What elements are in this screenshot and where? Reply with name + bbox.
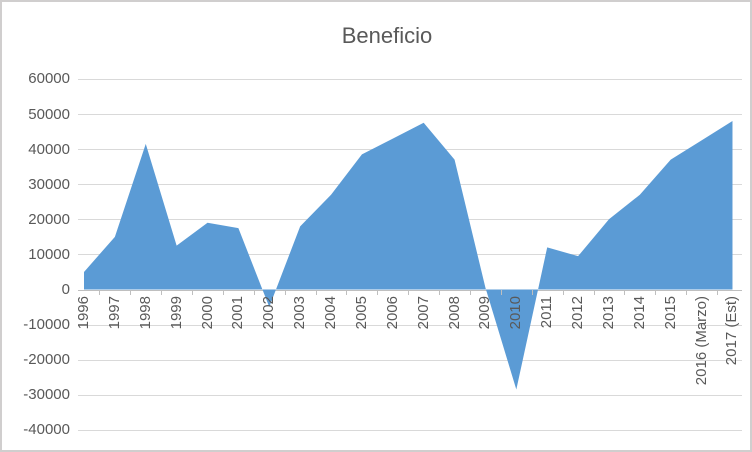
x-axis-label: 2013 xyxy=(599,296,617,330)
x-axis-tick xyxy=(408,290,410,295)
y-gridline xyxy=(78,324,742,326)
y-axis-label: 60000 xyxy=(28,70,70,88)
x-axis-tick xyxy=(562,290,564,295)
x-axis-tick xyxy=(500,290,502,295)
x-axis-tick xyxy=(593,290,595,295)
x-axis-tick xyxy=(531,290,533,295)
x-axis-label: 2007 xyxy=(414,296,432,330)
x-axis-label: 1997 xyxy=(105,296,123,330)
y-axis-label: -40000 xyxy=(23,421,70,439)
x-axis-label: 2001 xyxy=(229,296,247,330)
chart-title: Beneficio xyxy=(341,23,433,48)
x-axis-label: 2017 (Est) xyxy=(723,296,741,366)
x-axis-tick xyxy=(161,290,163,295)
x-axis-label: 1996 xyxy=(75,296,92,330)
x-axis-label: 2016 (Marzo) xyxy=(692,296,710,386)
x-axis-label: 2006 xyxy=(383,296,401,330)
x-axis-tick xyxy=(315,290,317,295)
x-axis-label: 2011 xyxy=(538,296,556,329)
y-gridline xyxy=(78,114,742,115)
y-gridline xyxy=(78,78,742,80)
x-axis-tick xyxy=(346,290,348,295)
x-axis-label: 2008 xyxy=(445,296,463,330)
x-axis-tick xyxy=(253,290,255,295)
x-axis-tick xyxy=(717,290,719,295)
x-axis-label: 2014 xyxy=(630,296,648,330)
y-gridline xyxy=(78,359,742,361)
y-gridline xyxy=(78,394,742,396)
x-axis-line xyxy=(78,289,742,291)
area-series-beneficio xyxy=(84,121,733,390)
x-axis-tick xyxy=(377,290,379,295)
x-axis-label: 1999 xyxy=(167,296,185,330)
x-axis-label: 2015 xyxy=(661,296,679,330)
y-gridline xyxy=(78,429,742,431)
y-axis-label: -30000 xyxy=(23,386,70,404)
x-axis-label: 2003 xyxy=(291,296,309,330)
x-axis-tick xyxy=(470,290,471,295)
y-axis-label: -20000 xyxy=(23,351,70,369)
x-axis-label: 2002 xyxy=(260,296,278,330)
x-axis-label: 2012 xyxy=(569,296,587,330)
x-axis-label: 1998 xyxy=(136,296,154,330)
x-axis-label: 2009 xyxy=(476,296,494,330)
y-axis-label: -10000 xyxy=(23,316,70,334)
x-axis-tick xyxy=(655,290,657,295)
x-axis-tick xyxy=(99,290,101,295)
x-axis-label: 2000 xyxy=(198,296,216,330)
x-axis-label: 2005 xyxy=(352,296,370,330)
y-axis-label: 0 xyxy=(61,281,70,298)
x-axis-label: 2004 xyxy=(322,296,340,330)
x-axis-tick xyxy=(686,290,688,295)
y-axis-label: 10000 xyxy=(28,245,70,263)
x-axis-tick xyxy=(192,290,194,295)
x-axis-tick xyxy=(624,290,626,295)
x-axis-tick xyxy=(130,290,132,295)
x-axis-tick xyxy=(222,290,224,295)
y-axis-label: 30000 xyxy=(28,175,70,193)
y-axis-label: 50000 xyxy=(28,105,70,123)
x-axis-tick xyxy=(284,290,286,295)
x-axis-label: 2010 xyxy=(507,296,525,330)
y-axis-label: 20000 xyxy=(28,210,70,228)
y-axis-label: 40000 xyxy=(28,140,70,158)
x-axis-tick xyxy=(439,290,441,295)
